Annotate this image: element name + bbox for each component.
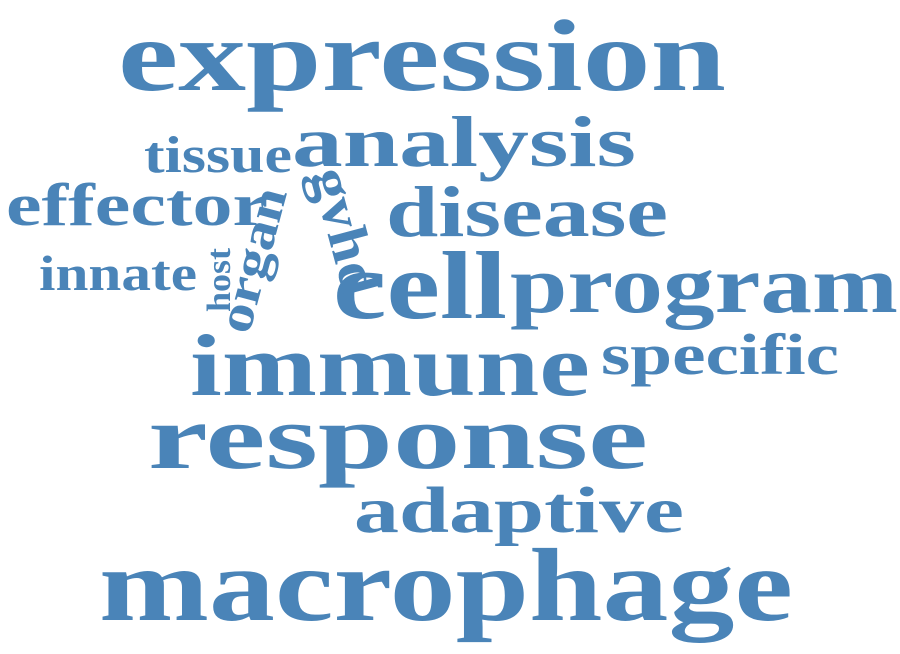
word-innate: innate xyxy=(39,245,197,301)
word-macrophage: macrophage xyxy=(99,528,793,643)
word-effector: effector xyxy=(6,172,268,238)
word-program: program xyxy=(510,239,898,330)
word-expression: expression xyxy=(118,0,726,113)
word-response: response xyxy=(148,386,648,488)
word-specific: specific xyxy=(601,322,839,387)
